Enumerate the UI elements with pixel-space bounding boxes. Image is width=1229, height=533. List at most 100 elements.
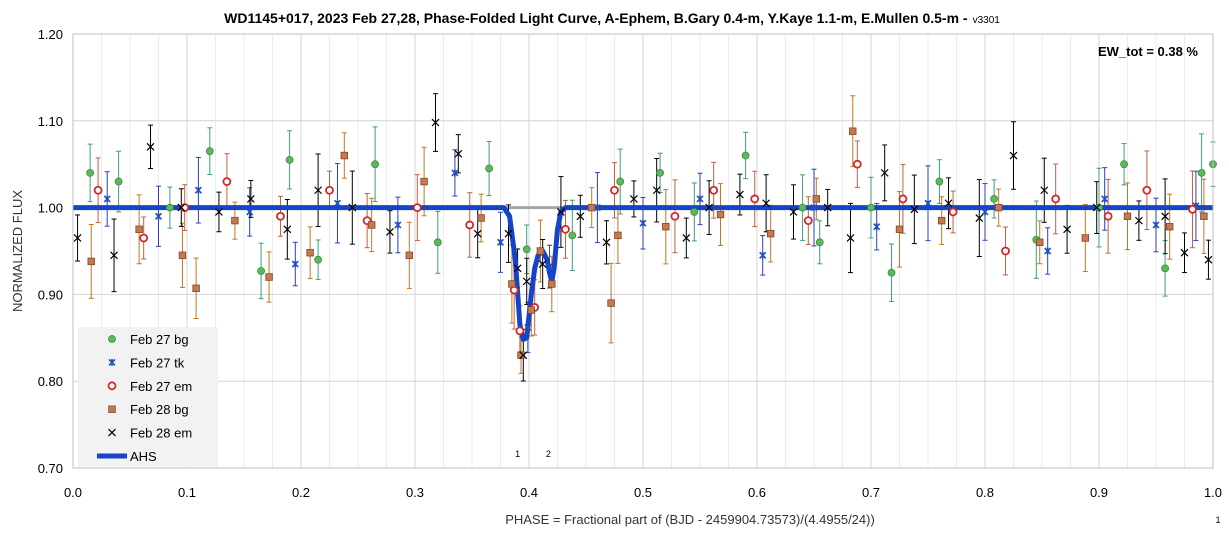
- feb-28-em-point: [1040, 186, 1049, 195]
- feb-27-tk-point: [924, 199, 932, 207]
- feb-27-em-point: [1142, 185, 1152, 195]
- x-tick-label: 0.6: [748, 485, 766, 500]
- feb-27-bg-point: [1161, 264, 1170, 273]
- feb-28-em-point: [513, 264, 522, 273]
- feb-27-bg-point: [867, 203, 875, 212]
- feb-28-em-point: [823, 203, 832, 212]
- feb-28-em-point: [910, 205, 919, 214]
- dip-marker-label: 1: [515, 449, 520, 459]
- feb-28-em-point: [629, 194, 638, 203]
- feb-28-bg-point: [1200, 212, 1208, 220]
- feb-27-bg-point: [114, 177, 123, 186]
- feb-27-em-point: [561, 224, 570, 234]
- legend-label-feb-27-tk: Feb 27 tk: [130, 355, 185, 370]
- feb-28-em-point: [431, 118, 440, 127]
- y-tick-label: 1.00: [38, 201, 63, 216]
- feb-28-em-point: [473, 229, 482, 238]
- legend-label-ahs: AHS: [130, 449, 157, 464]
- feb-27-tk-point: [981, 208, 989, 216]
- feb-28-bg-point: [937, 216, 946, 225]
- corner-note: 1: [1215, 515, 1220, 525]
- feb-27-bg-point: [86, 168, 94, 177]
- feb-27-tk-point: [1152, 221, 1160, 229]
- legend-box: [78, 327, 218, 467]
- feb-27-em-point: [709, 185, 719, 195]
- feb-27-bg-point: [485, 164, 494, 173]
- x-tick-label: 0.4: [520, 485, 538, 500]
- feb-28-bg-point: [1123, 212, 1132, 220]
- feb-27-bg-point: [257, 267, 266, 275]
- feb-27-tk-point: [1101, 195, 1109, 203]
- feb-27-bg-point: [522, 245, 531, 254]
- feb-27-bg-point: [205, 147, 214, 156]
- feb-28-bg-point: [340, 151, 349, 160]
- feb-28-bg-point: [994, 203, 1003, 212]
- feb-28-em-point: [522, 277, 531, 286]
- feb-28-em-point: [110, 251, 118, 260]
- feb-27-bg-point: [990, 195, 999, 203]
- feb-27-em-point: [1001, 246, 1010, 256]
- feb-27-bg-point: [165, 203, 174, 212]
- chart-title-main: WD1145+017, 2023 Feb 27,28, Phase-Folded…: [224, 10, 968, 26]
- x-tick-label: 0.7: [862, 485, 880, 500]
- chart-title-version: v3301: [973, 15, 1001, 26]
- feb-27-tk-point: [291, 260, 299, 268]
- feb-28-bg-point: [588, 203, 596, 212]
- feb-27-bg-point: [1095, 203, 1103, 212]
- feb-28-em-point: [1161, 212, 1170, 221]
- feb-27-em-point: [412, 203, 422, 213]
- feb-28-em-point: [1134, 216, 1143, 225]
- y-tick-label: 0.80: [38, 374, 63, 389]
- y-tick-label: 1.10: [38, 114, 63, 129]
- feb-28-bg-point: [766, 229, 775, 238]
- feb-27-bg-point: [815, 238, 824, 247]
- legend-swatch-feb-28-em: [108, 428, 116, 437]
- feb-28-em-point: [1204, 255, 1213, 264]
- feb-28-bg-point: [517, 351, 525, 359]
- feb-27-em-point: [325, 185, 334, 195]
- feb-28-bg-point: [265, 273, 273, 281]
- feb-27-tk-point: [154, 212, 163, 220]
- x-tick-label: 0.5: [634, 485, 652, 500]
- feb-28-bg-point: [87, 257, 95, 266]
- feb-27-tk-point: [696, 195, 704, 203]
- feb-27-bg-point: [568, 231, 577, 240]
- feb-27-tk-point: [246, 208, 254, 216]
- feb-28-bg-point: [420, 177, 428, 186]
- feb-27-em-point: [852, 159, 862, 169]
- x-tick-label: 0.2: [292, 485, 310, 500]
- ahs-model-layer: [73, 205, 1213, 342]
- legend-label-feb-28-em: Feb 28 em: [130, 426, 192, 441]
- feb-28-em-point: [177, 203, 186, 212]
- feb-27-bg-point: [433, 238, 442, 247]
- feb-28-em-point: [214, 208, 223, 216]
- x-axis-title: PHASE = Fractional part of (BJD - 245990…: [505, 512, 875, 527]
- dip-marker-label: 2: [546, 449, 551, 459]
- feb-27-em-point: [610, 185, 619, 195]
- feb-28-em-point: [73, 234, 82, 242]
- feb-27-em-point: [1103, 211, 1113, 221]
- y-axis-ticks: 0.70 0.80 0.90 1.00 1.10 1.20: [38, 27, 63, 476]
- feb-28-em-point: [880, 168, 889, 177]
- feb-28-em-point: [1180, 248, 1189, 257]
- feb-28-em-point: [975, 214, 984, 222]
- feb-27-tk-point: [451, 169, 459, 177]
- feb-27-tk-point: [810, 204, 818, 212]
- feb-28-bg-point: [614, 231, 622, 240]
- feb-28-bg-point: [231, 216, 239, 225]
- feb-27-tk-point: [524, 323, 532, 331]
- legend-label-feb-27-em: Feb 27 em: [130, 379, 192, 394]
- feb-28-em-point: [519, 351, 528, 360]
- feb-28-em-point: [454, 149, 463, 158]
- feb-27-em-point: [803, 216, 813, 226]
- x-tick-label: 1.0: [1204, 485, 1222, 500]
- feb-28-em-point: [789, 208, 798, 216]
- legend-swatch-feb-27-bg: [108, 335, 116, 343]
- legend-swatch-feb-27-tk: [108, 358, 116, 366]
- feb-27-bg-point: [371, 160, 380, 169]
- feb-27-tk-point: [873, 223, 881, 231]
- feb-28-em-point: [576, 212, 585, 221]
- feb-28-bg-point: [849, 127, 857, 135]
- feb-28-em-point: [1009, 151, 1018, 160]
